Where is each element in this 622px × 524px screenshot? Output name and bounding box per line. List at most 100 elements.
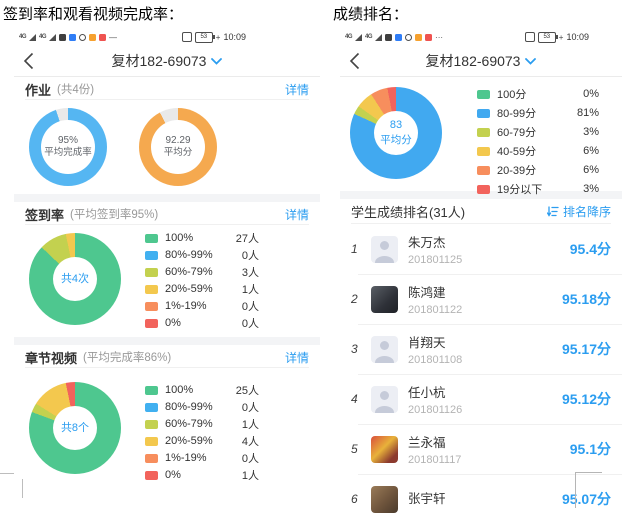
legend-color-chip: [477, 146, 490, 156]
student-avatar: [371, 335, 398, 363]
ranking-list-header: 学生成绩排名(31人) 排名降序: [340, 199, 622, 223]
chevron-down-icon: [525, 57, 537, 65]
sort-label: 排名降序: [562, 204, 611, 219]
student-score: 95.18分: [561, 291, 611, 307]
signin-detail-link[interactable]: 详情: [284, 207, 309, 222]
divider: [25, 367, 309, 368]
chevron-down-icon: [211, 57, 223, 65]
class-selector[interactable]: 复材182-69073: [426, 51, 537, 71]
donut-center-label: 共4次: [53, 257, 97, 301]
notification-app-icon: [385, 33, 393, 41]
legend-color-chip: [477, 165, 490, 175]
divider: [351, 223, 611, 224]
image-border-artifact: [575, 472, 602, 508]
student-name: 朱万杰: [408, 236, 446, 250]
legend-label: 20%-59%: [165, 435, 213, 447]
legend-label: 80%-99%: [165, 401, 213, 413]
legend-item: 80%-99% 0人: [145, 249, 259, 262]
signal-bars-icon: [355, 33, 363, 41]
legend-count: 4人: [241, 436, 259, 448]
legend-percent: 6%: [583, 145, 599, 157]
donut-center-label: 92.29 平均分: [151, 120, 205, 174]
student-row[interactable]: 1 朱万杰 201801125 95.4分: [340, 224, 622, 274]
legend-label: 20%-59%: [165, 283, 213, 295]
student-row[interactable]: 5 兰永福 201801117 95.1分: [340, 424, 622, 474]
legend-label: 100分: [497, 89, 527, 101]
section-separator: [340, 191, 622, 199]
rank-number: 3: [351, 342, 358, 356]
legend-item: 60%-79% 1人: [145, 418, 259, 431]
legend-item: 100% 27人: [145, 232, 259, 245]
donut-center-text: 共8个: [60, 421, 90, 434]
donut-center-label: 共8个: [53, 406, 97, 450]
legend-item: 20%-59% 4人: [145, 435, 259, 448]
legend-item: 20-39分 6%: [477, 164, 599, 177]
homework-section-header: 作业 (共4份) 详情: [14, 79, 320, 99]
legend-color-chip: [477, 127, 490, 137]
student-score: 95.1分: [569, 441, 611, 457]
divider: [340, 76, 622, 77]
legend-label: 100%: [165, 384, 194, 396]
signal-bars-icon: [49, 33, 57, 41]
legend-label: 1%-19%: [165, 300, 207, 312]
videos-detail-link[interactable]: 详情: [284, 350, 309, 365]
videos-section-header: 章节视频 (平均完成率86%) 详情: [14, 347, 320, 367]
notification-app-icon: [395, 33, 403, 41]
legend-color-chip: [477, 108, 490, 118]
legend-percent: 3%: [583, 126, 599, 138]
section-separator: [14, 337, 320, 345]
rank-number: 5: [351, 442, 358, 456]
back-icon[interactable]: [349, 51, 369, 71]
homework-gauges: 95% 平均完成率 92.29 平均分: [14, 100, 320, 194]
sort-descending-button[interactable]: 排名降序: [546, 203, 611, 220]
legend-count: 1人: [241, 470, 259, 482]
battery-icon: 53: [537, 31, 558, 43]
legend-percent: 6%: [583, 164, 599, 176]
back-icon[interactable]: [23, 51, 43, 71]
notification-app-icon: [405, 33, 413, 41]
legend-color-chip: [477, 89, 490, 99]
charging-indicator: +: [215, 32, 221, 42]
videos-donut-chart: 共8个: [29, 382, 121, 474]
legend-item: 100% 25人: [145, 384, 259, 397]
legend-color-chip: [145, 453, 158, 463]
legend-percent: 0%: [583, 88, 599, 100]
legend-color-chip: [145, 318, 158, 328]
legend-count: 3人: [241, 267, 259, 279]
signal-bars-icon: [375, 33, 383, 41]
class-selector[interactable]: 复材182-69073: [112, 51, 223, 71]
student-avatar: [371, 285, 398, 313]
rank-number: 2: [351, 292, 358, 306]
student-name: 陈鸿建: [408, 286, 446, 300]
left-phone-screenshot: 4G 4G — 53 + 10:09 复材182-69073 作业 (共4份) …: [14, 28, 320, 507]
legend-percent: 3%: [583, 183, 599, 195]
homework-detail-link[interactable]: 详情: [284, 82, 309, 97]
legend-color-chip: [145, 301, 158, 311]
student-row[interactable]: 4 任小杭 201801126 95.12分: [340, 374, 622, 424]
legend-item: 1%-19% 0人: [145, 452, 259, 465]
class-name: 复材182-69073: [425, 53, 521, 69]
section-subtitle: (平均签到率95%): [70, 209, 159, 221]
legend-label: 0%: [165, 469, 181, 481]
legend-color-chip: [145, 470, 158, 480]
4g-signal-icon: 4G: [19, 34, 27, 40]
donut-center-label: 83 平均分: [374, 111, 418, 155]
section-title: 签到率: [25, 207, 65, 223]
legend-count: 1人: [241, 284, 259, 296]
legend-color-chip: [145, 385, 158, 395]
student-name: 肖翔天: [408, 336, 446, 350]
notification-app-icon: [99, 33, 107, 41]
student-row[interactable]: 2 陈鸿建 201801122 95.18分: [340, 274, 622, 324]
legend-count: 25人: [235, 385, 259, 397]
text-cursor-artifact: [22, 479, 23, 498]
student-id: 201801122: [408, 304, 463, 316]
rank-number: 4: [351, 392, 358, 406]
notification-app-icon: [89, 33, 97, 41]
section-title: 作业: [25, 82, 52, 98]
charging-indicator: +: [558, 32, 564, 42]
legend-label: 40-59分: [497, 146, 537, 158]
student-name: 兰永福: [408, 436, 446, 450]
average-score-caption: 平均分: [380, 134, 412, 147]
status-bar: 4G 4G — 53 + 10:09: [14, 30, 320, 44]
student-row[interactable]: 3 肖翔天 201801108 95.17分: [340, 324, 622, 374]
